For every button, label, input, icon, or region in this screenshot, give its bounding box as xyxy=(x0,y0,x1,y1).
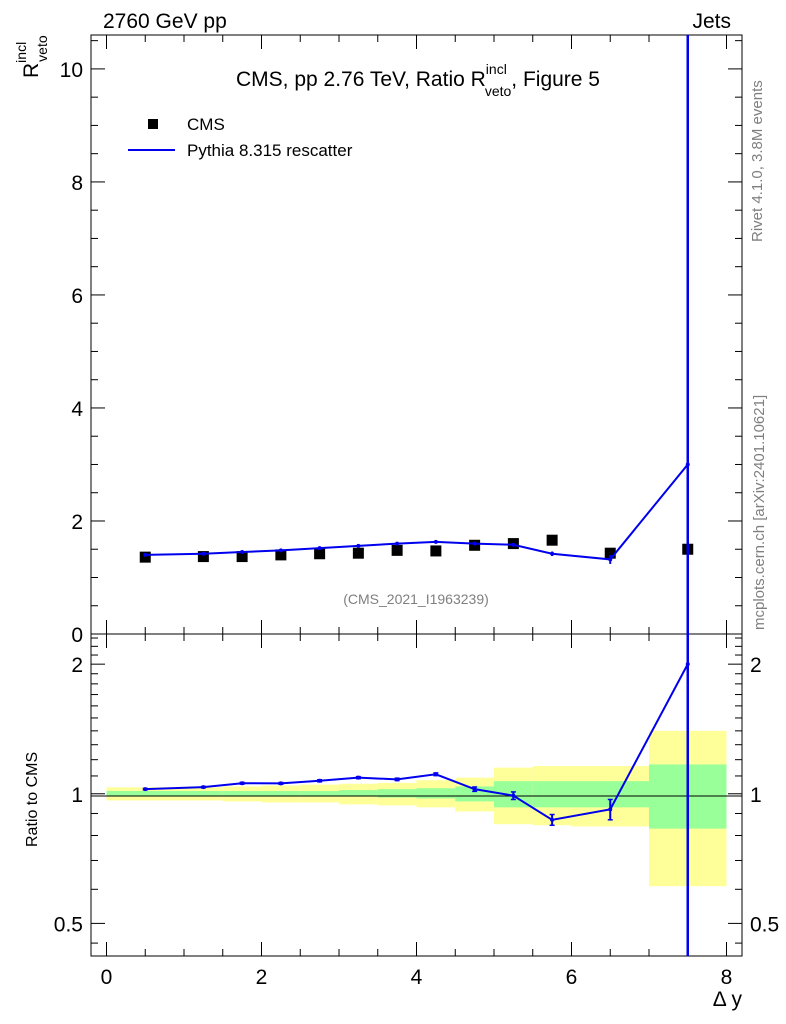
pythia-point xyxy=(317,546,322,551)
ratio-stat-band xyxy=(416,788,456,799)
cms-data-point xyxy=(352,547,364,559)
cms-data-point xyxy=(546,534,558,546)
main-series xyxy=(139,462,694,564)
cms-data-point xyxy=(236,551,248,563)
mcplots-label: mcplots.cern.ch [arXiv:2401.10621] xyxy=(751,395,768,630)
ratio-panel: 0.5 0.5 1 1 2 2 0 2 4 6 8 Ratio to CMS xyxy=(24,633,779,989)
ratio-stat-band xyxy=(339,790,378,797)
ratio-stat-band xyxy=(222,790,262,797)
pythia-line xyxy=(145,463,689,561)
ratio-ticks: 0.5 0.5 1 1 2 2 0 2 4 6 8 xyxy=(54,634,779,989)
ratio-stat-band xyxy=(300,790,339,797)
ratio-point xyxy=(143,787,148,792)
cms-data-point xyxy=(275,549,287,561)
pythia-point xyxy=(608,557,613,562)
pythia-point xyxy=(511,542,516,547)
pythia-point xyxy=(433,539,438,544)
ratio-point xyxy=(356,775,361,780)
cms-data-point xyxy=(391,544,403,556)
ylabel-sup: incl xyxy=(13,42,29,63)
ratio-point xyxy=(511,793,516,798)
ratio-y-tick-label: 2 xyxy=(71,654,83,677)
ylabel-sub: veto xyxy=(34,35,50,62)
cms-data-point xyxy=(139,551,151,563)
pythia-point xyxy=(201,551,206,556)
chart-title: CMS, pp 2.76 TeV, Ratio Rincl veto, Figur… xyxy=(236,61,600,99)
pythia-point xyxy=(143,552,148,557)
ratio-point xyxy=(433,772,438,777)
ratio-stat-band xyxy=(261,790,301,797)
pythia-point xyxy=(550,551,555,556)
ratio-y-tick-label-right: 0.5 xyxy=(750,913,779,936)
ratio-stat-band xyxy=(106,790,184,797)
ratio-stat-band xyxy=(532,781,572,808)
ratio-point xyxy=(201,785,206,790)
ratio-ylabel: Ratio to CMS xyxy=(24,752,41,847)
legend-label-cms: CMS xyxy=(187,115,225,134)
ratio-point xyxy=(472,787,477,792)
x-tick-label: 0 xyxy=(101,966,113,989)
legend-label-pythia: Pythia 8.315 rescatter xyxy=(187,141,353,160)
ratio-point xyxy=(317,778,322,783)
main-ticks: 0 2 4 6 8 10 xyxy=(60,35,742,647)
main-y-tick-label: 10 xyxy=(60,59,83,82)
pythia-point xyxy=(356,543,361,548)
cms-data-point xyxy=(314,548,326,560)
ratio-series xyxy=(142,662,690,827)
x-axis-label: Δ y xyxy=(713,988,743,1011)
cms-data-point xyxy=(430,545,442,557)
main-y-tick-label: 6 xyxy=(71,285,83,308)
header-left: 2760 GeV pp xyxy=(103,10,227,33)
ratio-y-tick-label: 1 xyxy=(71,784,83,807)
ratio-point xyxy=(550,817,555,822)
main-y-tick-label: 2 xyxy=(71,511,83,534)
title-sup: incl xyxy=(486,61,507,77)
pythia-point xyxy=(395,541,400,546)
ratio-point xyxy=(278,781,283,786)
ratio-stat-band xyxy=(184,790,223,797)
legend-marker-cms xyxy=(148,119,158,129)
x-tick-label: 6 xyxy=(566,966,578,989)
pythia-point xyxy=(278,548,283,553)
analysis-watermark: (CMS_2021_I1963239) xyxy=(343,591,489,607)
ratio-point xyxy=(240,781,245,786)
ratio-point xyxy=(608,807,613,812)
main-y-tick-label: 0 xyxy=(71,624,83,647)
ratio-y-tick-label: 0.5 xyxy=(54,913,83,936)
title-prefix: CMS, pp 2.76 TeV, Ratio R xyxy=(236,68,486,91)
ratio-stat-band xyxy=(377,789,417,798)
x-tick-label: 2 xyxy=(256,966,268,989)
title-sub: veto xyxy=(485,83,512,99)
x-tick-label: 8 xyxy=(721,966,733,989)
cms-data-point xyxy=(604,547,616,559)
ratio-point xyxy=(395,777,400,782)
ratio-bands xyxy=(106,730,727,887)
main-y-tick-label: 4 xyxy=(71,398,83,421)
cms-data-point xyxy=(197,551,209,563)
x-tick-label: 4 xyxy=(411,966,423,989)
pythia-point xyxy=(472,541,477,546)
main-y-tick-label: 8 xyxy=(71,172,83,195)
main-ylabel: Rincl veto xyxy=(13,35,50,78)
pythia-point xyxy=(240,550,245,555)
header-right: Jets xyxy=(692,10,731,33)
ylabel-main: R xyxy=(20,63,43,78)
ratio-y-tick-label-right: 1 xyxy=(750,784,762,807)
rivet-label: Rivet 4.1.0, 3.8M events xyxy=(749,80,766,242)
ratio-y-tick-label-right: 2 xyxy=(750,654,762,677)
title-suffix: , Figure 5 xyxy=(511,68,600,91)
